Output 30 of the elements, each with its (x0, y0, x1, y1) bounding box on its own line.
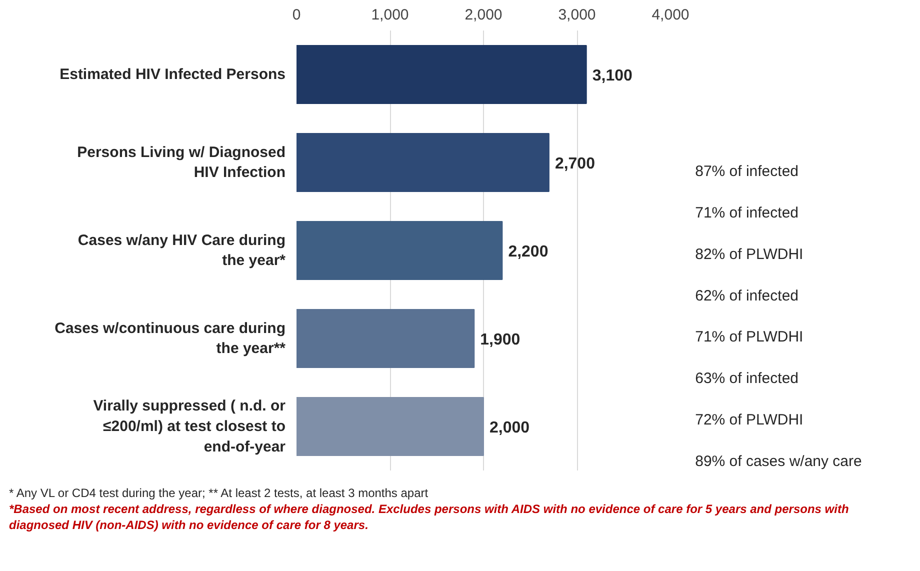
bar (296, 396, 484, 456)
text: 71% of PLWDHI (695, 328, 804, 346)
y-tick-label: Cases w/continuous care during the year** (54, 320, 286, 358)
data-label: 2,200 (508, 244, 548, 260)
x-tick-label: 4,000 (652, 6, 690, 24)
data-label: 3,100 (592, 68, 632, 84)
x-tick-label: 0 (292, 6, 301, 24)
y-tick-label: Virally suppressed ( n.d. or ≤200/ml) at test closest to end-of-year (93, 398, 286, 456)
x-tick-label: 1,000 (371, 6, 409, 24)
text: 82% of PLWDHI (695, 246, 804, 263)
text: 71% of infected (695, 204, 799, 222)
x-tick-label: 2,000 (464, 6, 502, 24)
bar (296, 44, 587, 104)
y-tick-label: Persons Living w/ Diagnosed HIV Infection (77, 144, 286, 182)
text: 87% of infected (695, 162, 799, 180)
x-tick-label: 3,000 (558, 6, 596, 24)
bar (296, 220, 503, 280)
text: 62% of infected (695, 287, 799, 304)
text: *Based on most recent address, regardless of where diagnosed. Excludes persons with AIDS with no evidence of care for 5 years and persons with diagnosed HIV (non-AIDS) with no evidence of care for 8 years. (9, 501, 850, 533)
text: 63% of infected (695, 370, 799, 388)
text: * Any VL or CD4 test during the year; ** At least 2 tests, at least 3 months apart (9, 485, 430, 501)
text: 72% of PLWDHI (695, 412, 804, 429)
data-label: 2,700 (554, 156, 596, 172)
data-label: 1,900 (480, 332, 520, 348)
y-tick-label: Estimated HIV Infected Persons (60, 66, 286, 83)
data-label: 2,000 (490, 420, 530, 436)
bar (296, 132, 550, 192)
y-tick-label: Cases w/any HIV Care during the year* (78, 232, 286, 270)
text: 89% of cases w/any care (695, 453, 862, 470)
bar (296, 308, 475, 368)
